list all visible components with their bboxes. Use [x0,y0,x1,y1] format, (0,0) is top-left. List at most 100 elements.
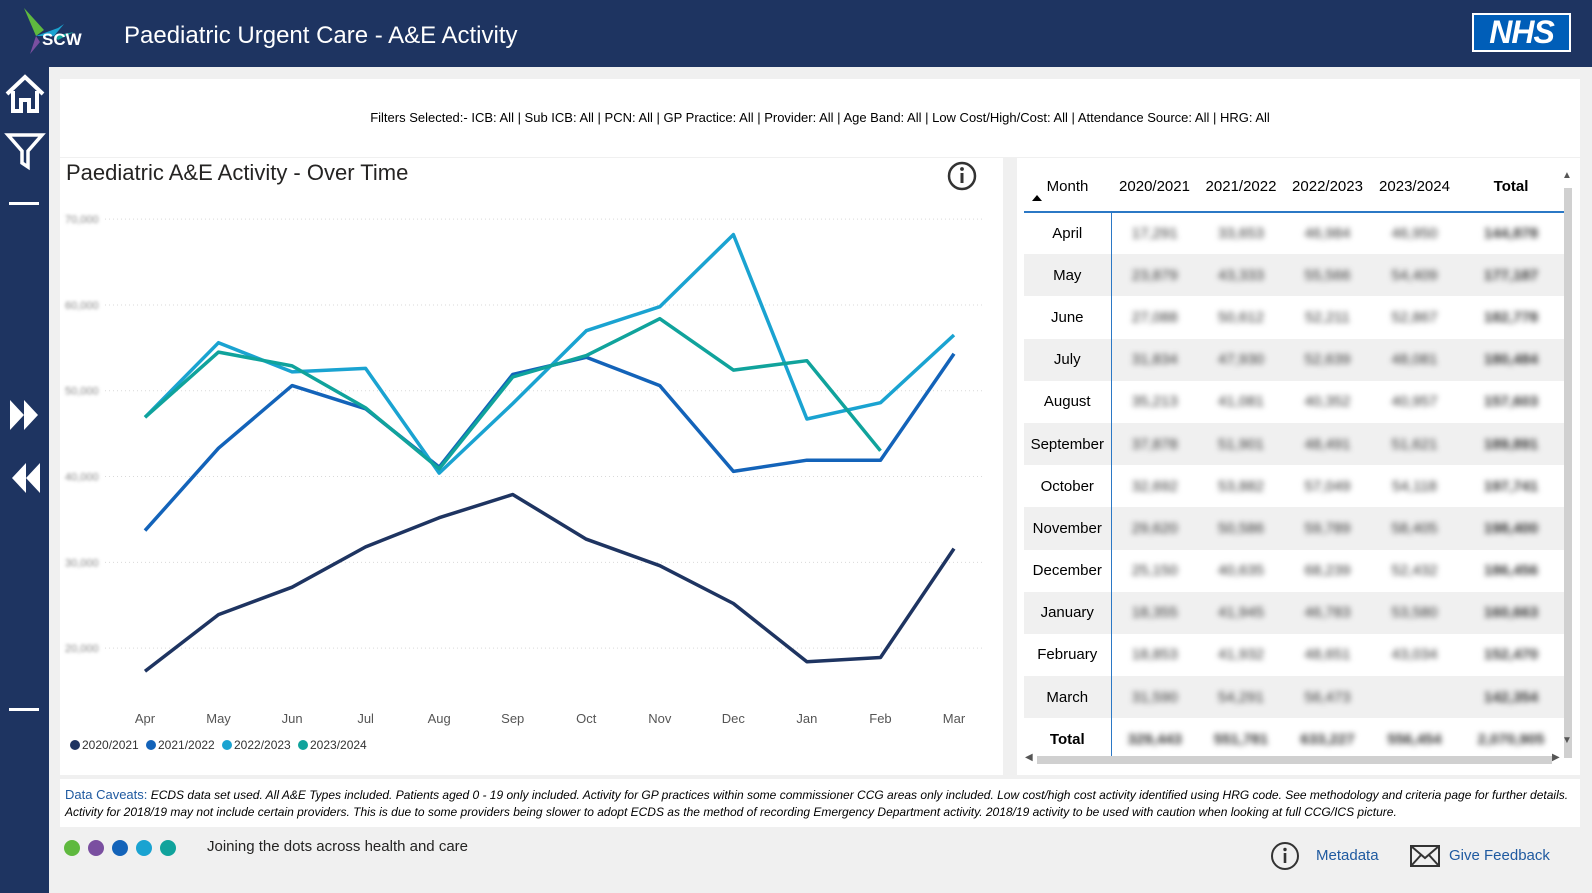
month-cell: June [1024,296,1112,339]
sort-ascending-icon[interactable] [1032,195,1042,201]
line-chart: 70,000 60,000 50,000 40,000 30,000 20,000 Apr M… [65,214,985,752]
value-cell: 46,783 [1284,591,1371,634]
scroll-right-icon[interactable]: ▶ [1552,752,1560,763]
redacted-value: 40,635 [1218,562,1264,580]
redacted-value: 51,621 [1391,435,1438,453]
value-cell: 46,984 [1284,212,1371,254]
sidebar [0,67,49,893]
x-tick-label: Feb [869,711,891,726]
y-tick-label: 70,000 [65,214,99,226]
x-tick-label: Sep [501,711,524,726]
column-header-month[interactable]: Month [1024,162,1111,213]
filter-icon[interactable] [4,129,46,171]
tagline: Joining the dots across health and care [207,838,468,855]
series-line [143,316,882,471]
value-cell: 35,213 [1111,381,1198,423]
x-tick-label: Dec [722,711,746,726]
column-header-total[interactable]: Total [1458,162,1564,213]
data-caveats: Data Caveats: ECDS data set used. All A&… [60,779,1580,827]
redacted-value: 40,352 [1304,393,1351,411]
value-cell: 52,432 [1371,550,1458,592]
brand-dot [112,839,128,856]
value-cell: 182,778 [1458,296,1564,338]
table-row: November 29,620 50,586 59,789 58,405 198,400 [1024,507,1564,550]
app-header: SCW Paediatric Urgent Care - A&E Activit… [0,0,1592,67]
value-cell: 197,741 [1458,465,1564,507]
redacted-value: 50,586 [1218,519,1264,537]
value-cell: 59,789 [1284,507,1371,550]
redacted-value: 48,081 [1391,351,1438,369]
column-header-2021-2022[interactable]: 2021/2022 [1198,162,1284,213]
x-tick-label: Jan [796,711,817,726]
column-header-2022-2023[interactable]: 2022/2023 [1284,162,1371,213]
rewind-icon[interactable] [4,457,46,499]
filters-banner: Filters Selected:- ICB: All | Sub ICB: A… [60,79,1580,157]
metadata-info-icon[interactable] [1270,841,1300,871]
scroll-left-icon[interactable]: ◀ [1025,752,1033,763]
redacted-value: 53,882 [1218,477,1264,495]
value-cell: 48,491 [1284,422,1371,466]
fast-forward-icon[interactable] [4,394,46,436]
redacted-value: 41,932 [1218,646,1264,664]
value-cell: 40,352 [1284,381,1371,423]
column-header-2023-2024[interactable]: 2023/2024 [1371,162,1458,213]
redacted-value: 52,432 [1391,562,1438,580]
redacted-value: 48,491 [1304,435,1351,453]
month-cell: July [1024,338,1112,381]
caveats-lead: Data Caveats: [65,787,148,802]
info-icon[interactable] [946,160,978,192]
value-cell: 633,227 [1284,718,1371,760]
redacted-value: 31,590 [1131,688,1178,706]
home-icon[interactable] [4,73,46,115]
redacted-value: 52,639 [1304,351,1351,369]
value-cell: 180,484 [1458,338,1564,381]
value-cell: 58,405 [1371,507,1458,550]
scroll-up-icon[interactable]: ▲ [1562,170,1572,181]
give-feedback-link[interactable]: Give Feedback [1449,847,1550,864]
redacted-value: 50,612 [1218,308,1264,326]
scroll-down-icon[interactable]: ▼ [1562,735,1572,746]
redacted-value: 53,580 [1391,604,1438,622]
value-cell: 144,878 [1458,212,1564,254]
legend-label: 2021/2022 [158,738,215,752]
value-cell: 27,088 [1111,296,1198,338]
redacted-value: 43,034 [1391,646,1438,664]
caveats-line-2: Activity for 2018/19 may not include cer… [65,805,1397,819]
logo-text: SCW [42,30,82,49]
redacted-value: 56,473 [1304,688,1351,706]
redacted-value: 40,957 [1391,393,1438,411]
value-cell: 157,603 [1458,381,1564,423]
value-cell: 31,590 [1111,676,1198,719]
metadata-link[interactable]: Metadata [1316,847,1379,864]
redacted-value: 47,930 [1218,351,1264,369]
brand-dot [160,839,176,856]
main-canvas: Filters Selected:- ICB: All | Sub ICB: A… [49,67,1592,893]
vertical-scrollbar[interactable] [1564,188,1572,758]
value-cell: 51,901 [1198,422,1284,466]
app-title: Paediatric Urgent Care - A&E Activity [124,22,518,49]
table-row: April 17,291 33,653 46,984 46,950 144,878 [1024,212,1564,255]
redacted-value: 23,879 [1131,266,1178,284]
y-tick-label: 60,000 [65,300,99,312]
legend-marker [222,740,232,750]
nhs-logo-text: NHS [1474,15,1569,50]
redacted-value: 152,470 [1483,646,1539,664]
table-row: March 31,590 54,291 56,473 142,354 [1024,676,1564,719]
table-row: August 35,213 41,081 40,352 40,957 157,603 [1024,380,1564,423]
x-tick-label: Jun [282,711,303,726]
table-row: October 32,692 53,882 57,049 54,118 197,741 [1024,465,1564,508]
redacted-value: 144,878 [1483,225,1539,243]
redacted-value: 52,211 [1305,308,1350,326]
value-cell: 41,081 [1198,381,1284,423]
redacted-value: 32,692 [1131,477,1178,495]
column-header-2020-2021[interactable]: 2020/2021 [1111,162,1198,213]
table-row: May 23,879 43,333 55,566 54,409 177,187 [1024,254,1564,297]
table-row: September 37,878 51,901 48,491 51,621 189,891 [1024,422,1564,466]
monthly-table-panel: Month 2020/2021 2021/2022 2022/2023 2023… [1017,158,1580,775]
value-cell: 18,853 [1111,634,1198,676]
envelope-icon[interactable] [1410,845,1440,867]
value-cell: 50,612 [1198,296,1284,338]
value-cell: 142,354 [1458,676,1564,719]
table-header-row: Month 2020/2021 2021/2022 2022/2023 2023… [1024,162,1564,213]
horizontal-scrollbar[interactable] [1037,756,1552,764]
